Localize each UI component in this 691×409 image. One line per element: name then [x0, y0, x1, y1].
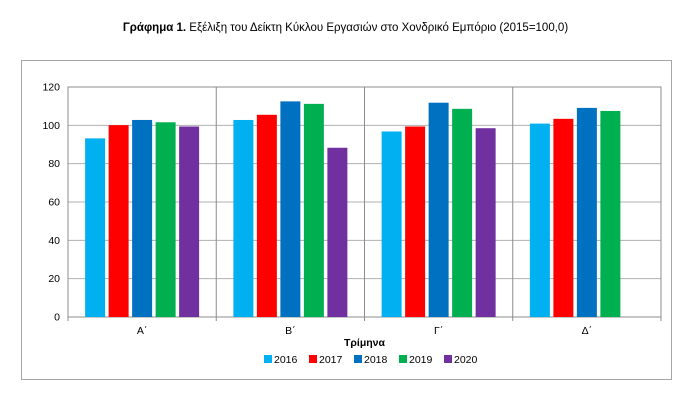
- x-tick-label-1: Β΄: [285, 325, 296, 337]
- bar-2018-3: [576, 107, 597, 317]
- legend-swatch-2018: [354, 355, 362, 363]
- bar-2019-0: [155, 122, 176, 317]
- chart-title-prefix: Γράφημα 1.: [122, 22, 187, 34]
- x-tick-label-3: Δ΄: [582, 325, 593, 337]
- y-tick-label-120: 120: [42, 82, 60, 94]
- x-tick-label-0: Α΄: [137, 325, 148, 337]
- y-tick-label-0: 0: [54, 312, 60, 324]
- bar-2020-0: [179, 126, 200, 317]
- legend-label-2018: 2018: [364, 354, 388, 366]
- bar-2019-2: [452, 108, 473, 317]
- y-tick-label-80: 80: [48, 158, 60, 170]
- legend-swatch-2019: [399, 355, 407, 363]
- legend-swatch-2017: [309, 355, 317, 363]
- legend-label-2019: 2019: [409, 354, 433, 366]
- legend-label-2016: 2016: [274, 354, 298, 366]
- bar-2017-3: [553, 118, 574, 317]
- legend-label-2020: 2020: [454, 354, 478, 366]
- bar-2019-3: [600, 110, 621, 317]
- legend-swatch-2016: [264, 355, 272, 363]
- bar-2019-1: [303, 103, 324, 317]
- bar-chart: 0 20 40 60 80 100 120 Α΄ Β΄ Γ΄ Δ΄ Τρίμηνα 2016 2017 20…: [42, 82, 662, 366]
- chart-title-text: Εξέλιξη του Δείκτη Κύκλου Εργασιών στο Χ…: [189, 22, 569, 34]
- legend-swatch-2020: [444, 355, 452, 363]
- y-tick-label-60: 60: [48, 197, 60, 209]
- x-axis-title: Τρίμηνα: [344, 337, 386, 349]
- y-tick-label-20: 20: [48, 273, 60, 285]
- bar-2016-0: [85, 138, 106, 317]
- legend-label-2017: 2017: [319, 354, 343, 366]
- bar-2020-2: [475, 128, 496, 317]
- bar-2017-0: [108, 125, 129, 318]
- bar-2017-1: [256, 114, 277, 317]
- bar-2018-0: [132, 119, 153, 317]
- bar-2018-1: [280, 101, 301, 317]
- y-tick-label-40: 40: [48, 235, 60, 247]
- bar-2016-1: [233, 119, 254, 317]
- bar-2016-3: [529, 123, 550, 317]
- bar-2017-2: [405, 126, 426, 317]
- chart-title: Γράφημα 1. Εξέλιξη του Δείκτη Κύκλου Εργ…: [0, 22, 691, 34]
- x-tick-label-2: Γ΄: [434, 325, 443, 337]
- bar-2016-2: [381, 131, 402, 317]
- bar-2018-2: [428, 102, 449, 317]
- bar-2020-1: [327, 147, 348, 317]
- y-tick-label-100: 100: [42, 120, 60, 132]
- chart-area: 0 20 40 60 80 100 120 Α΄ Β΄ Γ΄ Δ΄ Τρίμηνα 2016 2017 20…: [21, 60, 672, 380]
